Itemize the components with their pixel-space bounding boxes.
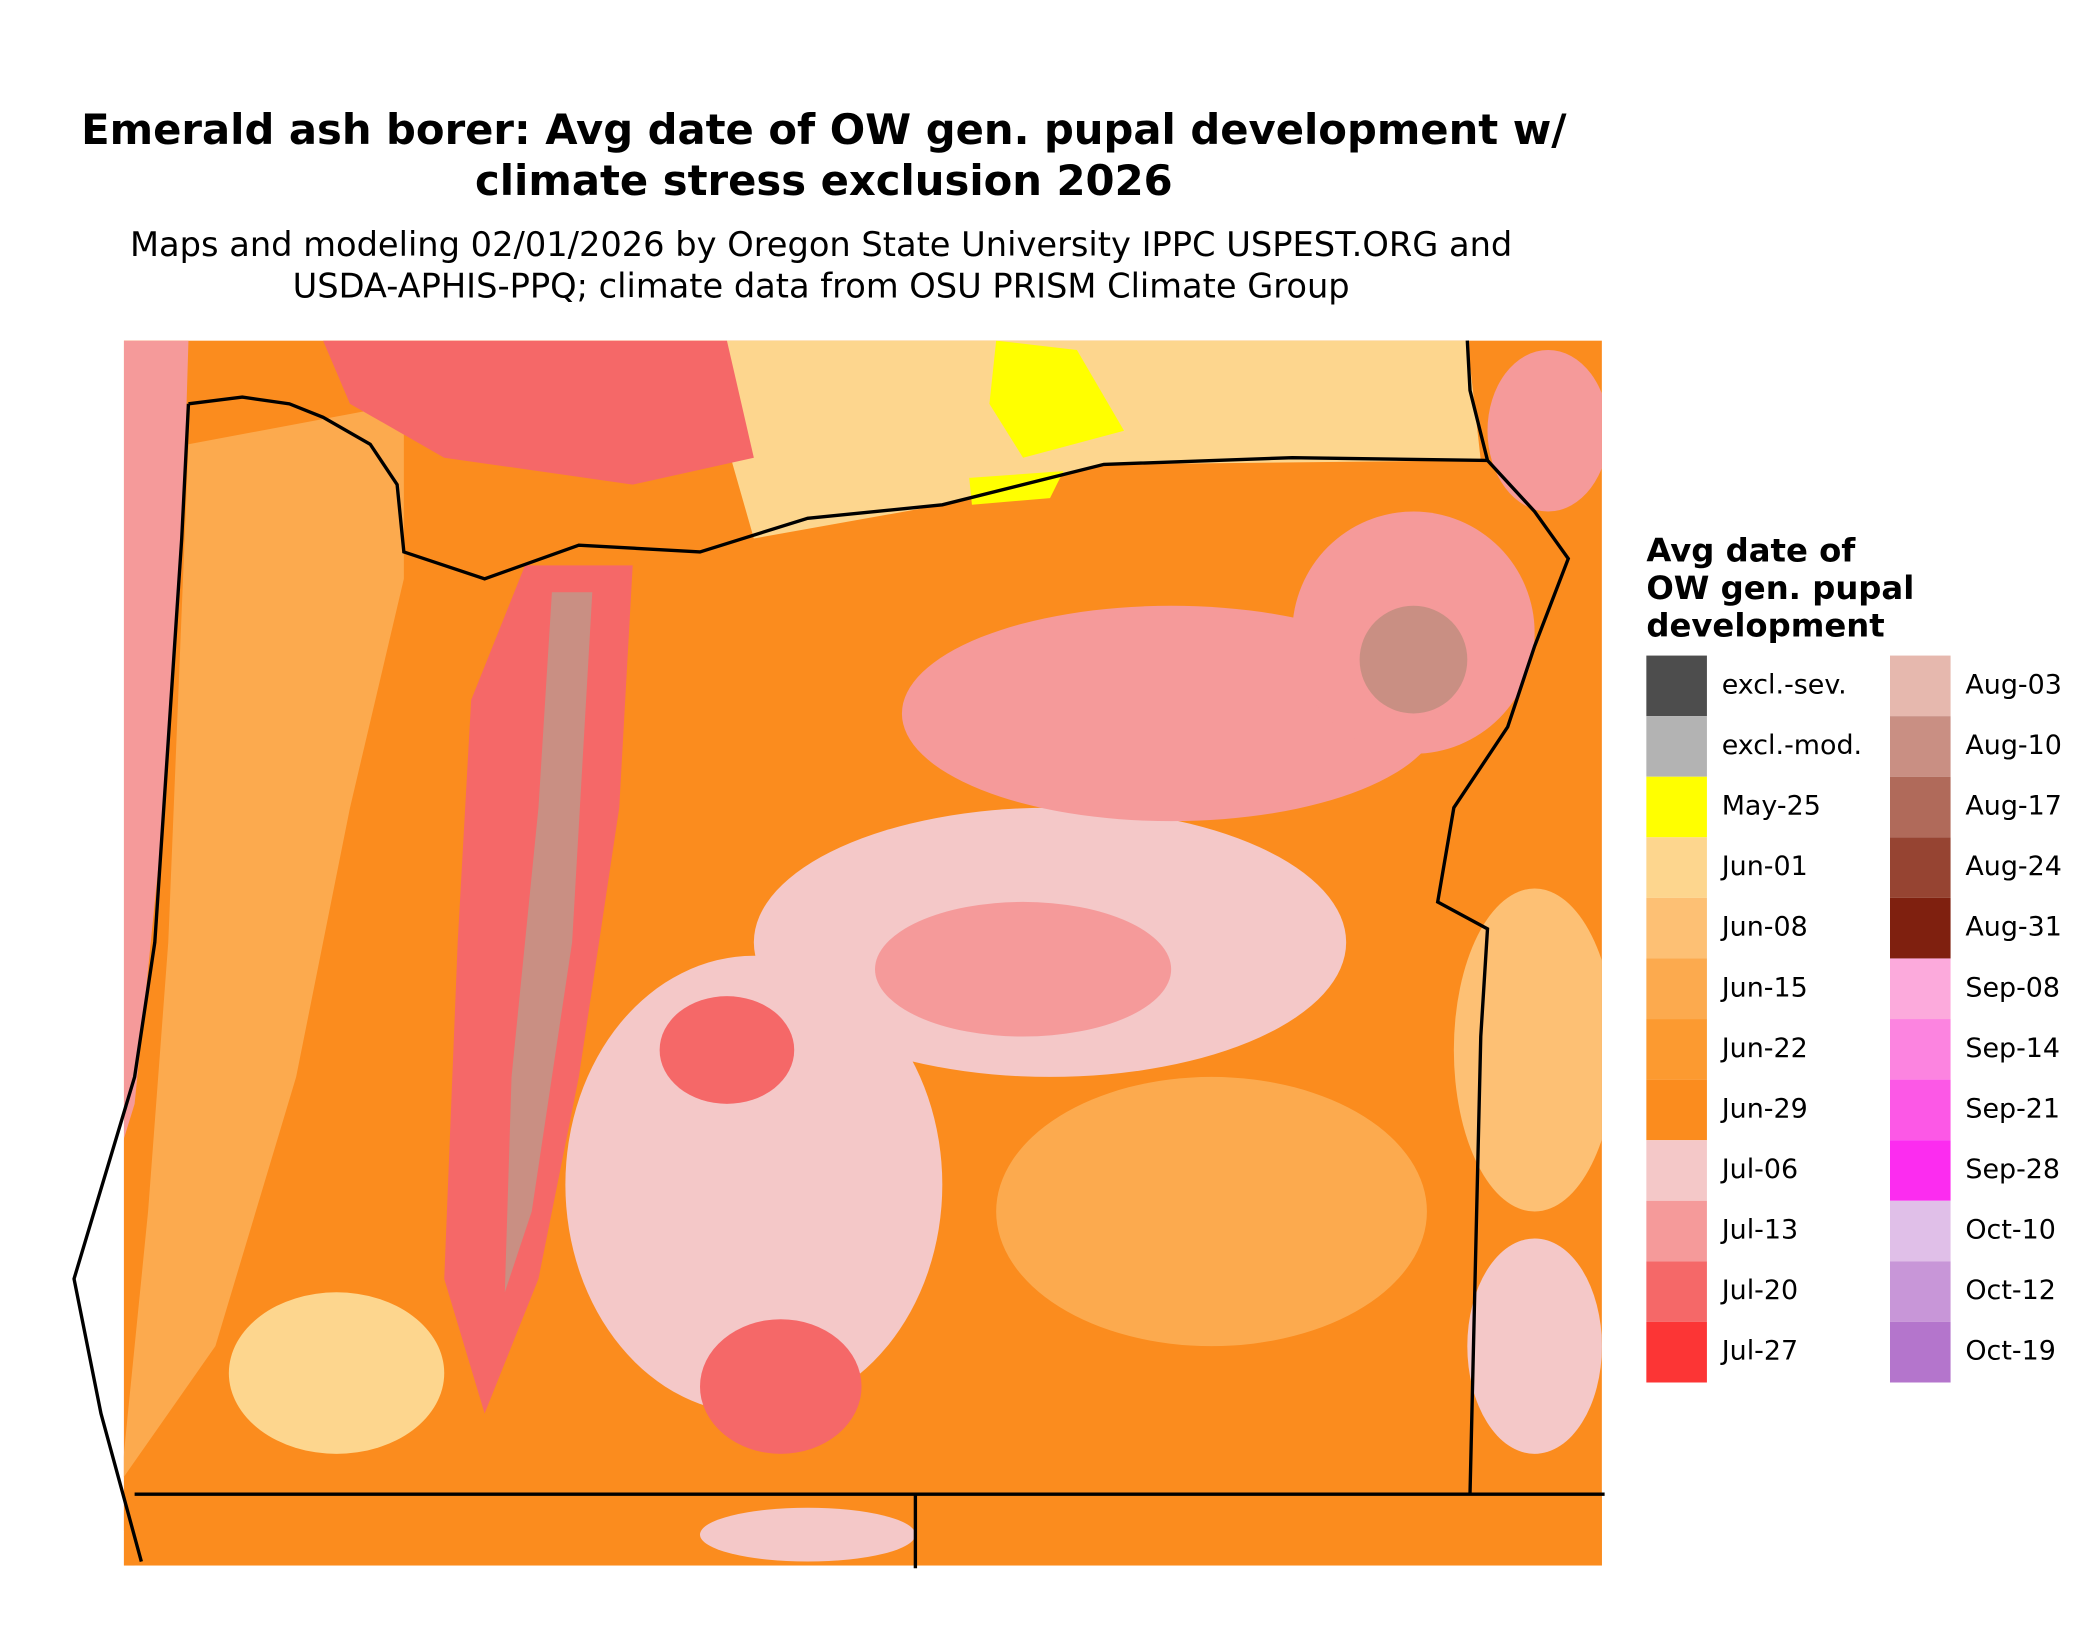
legend-swatch xyxy=(1646,897,1707,959)
snake-river xyxy=(1435,340,1571,1495)
legend-label: excl.-mod. xyxy=(1722,730,1862,761)
legend-label: Jul-06 xyxy=(1720,1154,1798,1185)
legend-swatch xyxy=(1890,776,1951,838)
basin-region xyxy=(875,901,1172,1037)
legend-swatch xyxy=(1646,1261,1707,1322)
legend-label: Sep-21 xyxy=(1965,1093,2060,1124)
basin-peak xyxy=(700,1319,862,1454)
legend-swatch xyxy=(1646,716,1707,777)
legend-swatch xyxy=(1646,776,1707,838)
legend-title: Avg date of xyxy=(1646,531,1856,569)
coastline xyxy=(72,403,191,1562)
title-line: Emerald ash borer: Avg date of OW gen. p… xyxy=(81,105,1567,154)
legend-label: Aug-24 xyxy=(1965,851,2061,882)
legend-label: Oct-10 xyxy=(1965,1215,2055,1246)
coast-region xyxy=(123,340,189,1566)
cascade-crest xyxy=(504,592,593,1293)
legend-swatch xyxy=(1646,1321,1707,1383)
idaho-region xyxy=(1487,350,1602,512)
legend-label: Jun-29 xyxy=(1720,1093,1808,1124)
legend-swatch xyxy=(1890,1261,1951,1322)
legend-label: Jul-13 xyxy=(1720,1215,1798,1246)
southwest-region xyxy=(228,1292,445,1454)
south-region xyxy=(700,1507,916,1562)
legend-label: Aug-03 xyxy=(1965,669,2061,700)
legend-title: development xyxy=(1646,607,1884,645)
legend-swatch xyxy=(1646,1019,1707,1080)
legend-swatch xyxy=(1890,1321,1951,1383)
legend-swatch xyxy=(1646,837,1707,898)
legend-swatch xyxy=(1890,897,1951,959)
legend-label: Jun-15 xyxy=(1720,972,1808,1003)
legend-swatch xyxy=(1890,716,1951,777)
legend-label: Oct-12 xyxy=(1965,1275,2055,1306)
borders xyxy=(72,340,1605,1569)
wallowa-peak xyxy=(1359,605,1468,714)
legend-label: Jul-27 xyxy=(1720,1336,1798,1367)
legend-swatch xyxy=(1890,1079,1951,1141)
coast-edge xyxy=(65,1144,108,1481)
desert-region xyxy=(996,1076,1427,1347)
legend-swatch xyxy=(1890,1200,1951,1262)
legend-label: Aug-17 xyxy=(1965,791,2061,822)
legend-swatch xyxy=(1890,655,1951,717)
map xyxy=(65,340,1602,1566)
legend-label: Oct-19 xyxy=(1965,1336,2055,1367)
legend-label: Jun-22 xyxy=(1720,1033,1808,1064)
legend-swatch xyxy=(1646,1140,1707,1201)
valley-region xyxy=(123,403,404,1477)
plateau-region xyxy=(726,340,1481,539)
legend-label: Sep-08 xyxy=(1965,972,2060,1003)
legend-label: Jun-01 xyxy=(1720,851,1808,882)
legend-swatch xyxy=(1890,837,1951,898)
legend-label: Jun-08 xyxy=(1720,912,1808,943)
owyhee-region xyxy=(1467,1238,1602,1454)
mountain-region xyxy=(323,340,754,485)
legend-label: Aug-10 xyxy=(1965,730,2061,761)
title-line: climate stress exclusion 2026 xyxy=(475,156,1173,205)
basin-peak xyxy=(659,996,795,1104)
legend-label: Sep-28 xyxy=(1965,1154,2060,1185)
legend-swatch xyxy=(1890,1140,1951,1201)
warm-region xyxy=(989,340,1125,458)
legend-title: OW gen. pupal xyxy=(1646,569,1914,607)
legend-swatch xyxy=(1646,1079,1707,1141)
legend-swatch xyxy=(1646,958,1707,1020)
legend-swatch xyxy=(1646,655,1707,717)
columbia-river xyxy=(188,395,1488,581)
legend-label: excl.-sev. xyxy=(1722,669,1847,700)
subtitle-line: USDA-APHIS-PPQ; climate data from OSU PR… xyxy=(293,267,1350,306)
legend-swatch xyxy=(1890,1019,1951,1080)
legend-swatch xyxy=(1890,958,1951,1020)
snake-region xyxy=(1453,888,1602,1212)
subtitle-line: Maps and modeling 02/01/2026 by Oregon S… xyxy=(130,225,1512,264)
legend-label: Aug-31 xyxy=(1965,912,2061,943)
basin-region xyxy=(565,955,943,1414)
legend-label: Jul-20 xyxy=(1720,1275,1798,1306)
legend-label: May-25 xyxy=(1722,791,1821,822)
legend-swatch xyxy=(1646,1200,1707,1262)
legend-label: Sep-14 xyxy=(1965,1033,2060,1064)
